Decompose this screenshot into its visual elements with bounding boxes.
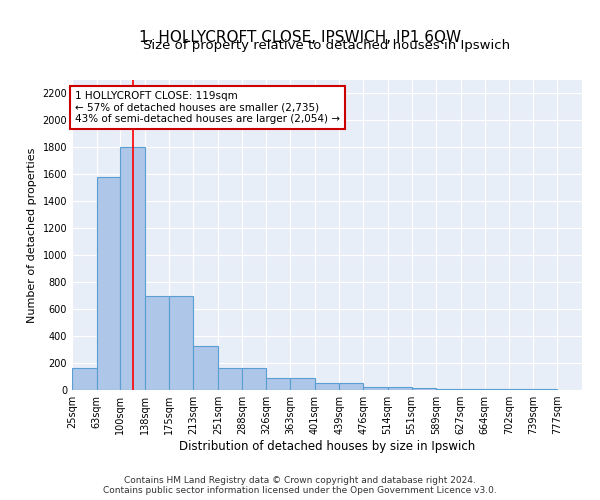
- Bar: [363, 386, 388, 390]
- Bar: [485, 388, 509, 390]
- Bar: [72, 368, 97, 390]
- Bar: [193, 346, 218, 390]
- Bar: [145, 296, 169, 390]
- Text: 1 HOLLYCROFT CLOSE: 119sqm
← 57% of detached houses are smaller (2,735)
43% of s: 1 HOLLYCROFT CLOSE: 119sqm ← 57% of deta…: [75, 91, 340, 124]
- Bar: [315, 384, 339, 390]
- Bar: [121, 148, 145, 390]
- Bar: [266, 378, 290, 390]
- Text: 1, HOLLYCROFT CLOSE, IPSWICH, IP1 6QW: 1, HOLLYCROFT CLOSE, IPSWICH, IP1 6QW: [139, 30, 461, 45]
- Title: Size of property relative to detached houses in Ipswich: Size of property relative to detached ho…: [143, 40, 511, 52]
- Bar: [339, 384, 363, 390]
- Bar: [218, 368, 242, 390]
- Bar: [436, 388, 461, 390]
- Bar: [412, 388, 436, 390]
- Bar: [97, 177, 121, 390]
- Bar: [242, 368, 266, 390]
- Bar: [388, 388, 412, 390]
- Bar: [461, 388, 485, 390]
- Y-axis label: Number of detached properties: Number of detached properties: [27, 148, 37, 322]
- Bar: [290, 378, 315, 390]
- X-axis label: Distribution of detached houses by size in Ipswich: Distribution of detached houses by size …: [179, 440, 475, 453]
- Bar: [169, 296, 193, 390]
- Text: Contains HM Land Registry data © Crown copyright and database right 2024.
Contai: Contains HM Land Registry data © Crown c…: [103, 476, 497, 495]
